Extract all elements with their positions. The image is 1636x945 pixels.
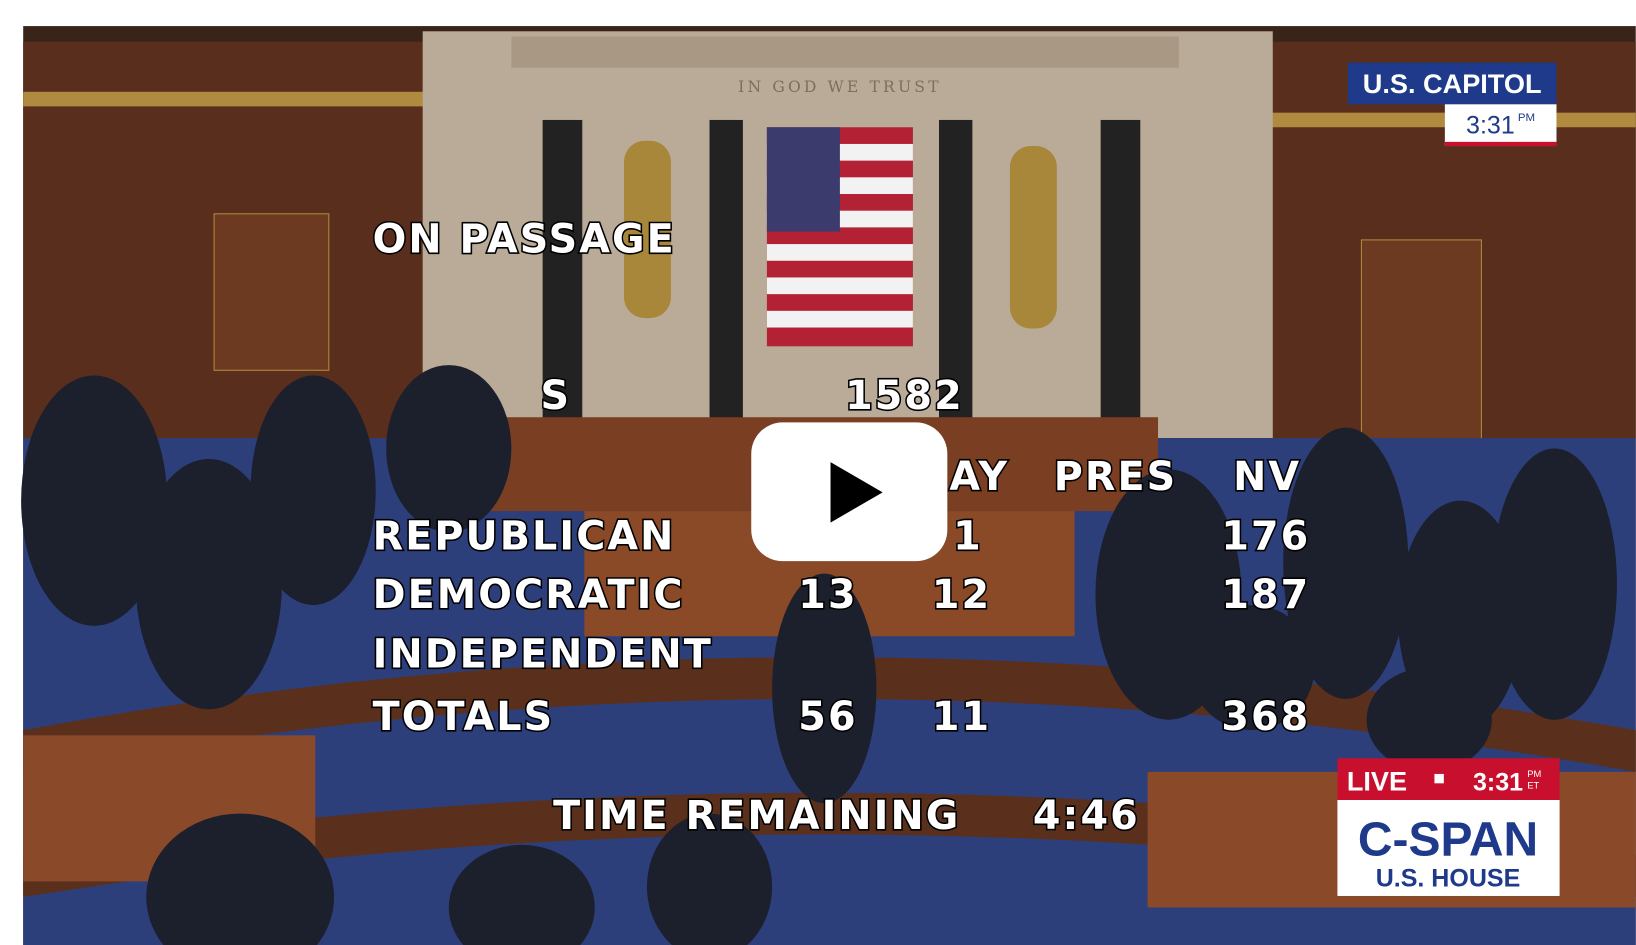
flag bbox=[767, 127, 913, 346]
column-header: S bbox=[541, 373, 572, 419]
live-bug: LIVE 3:31 PM ET C-SPAN U.S. HOUSE bbox=[1337, 758, 1559, 896]
row-label: INDEPENDENT bbox=[373, 632, 713, 678]
cell: 176 bbox=[1221, 514, 1310, 560]
row-label: REPUBLICAN bbox=[373, 514, 676, 560]
cornice bbox=[511, 37, 1179, 68]
bug-meridiem: PM bbox=[1518, 112, 1535, 124]
trim bbox=[23, 92, 430, 107]
door bbox=[214, 214, 329, 370]
cell: 12 bbox=[932, 572, 991, 618]
bug-time: 3:31 bbox=[1466, 112, 1515, 140]
cell: 56 bbox=[798, 694, 857, 740]
cell: 368 bbox=[1221, 694, 1310, 740]
live-dot bbox=[1434, 774, 1443, 783]
channel: U.S. HOUSE bbox=[1376, 865, 1521, 893]
time-remaining-label: TIME REMAINING bbox=[553, 793, 960, 839]
row-label: TOTALS bbox=[373, 694, 555, 740]
cell: 13 bbox=[798, 572, 857, 618]
cell: 187 bbox=[1221, 572, 1310, 618]
bug-stripe bbox=[1445, 142, 1557, 146]
heading: ON PASSAGE bbox=[373, 216, 676, 262]
inscription: IN GOD WE TRUST bbox=[738, 77, 941, 96]
column-header: PRES bbox=[1054, 454, 1178, 500]
bill-number: 1582 bbox=[845, 373, 964, 419]
live-zone: ET bbox=[1527, 781, 1539, 791]
time-remaining-value: 4:46 bbox=[1033, 793, 1140, 839]
location: U.S. CAPITOL bbox=[1363, 68, 1542, 99]
live: LIVE bbox=[1347, 766, 1407, 797]
column bbox=[710, 120, 743, 433]
column bbox=[1101, 120, 1141, 433]
row-label: DEMOCRATIC bbox=[373, 572, 685, 618]
page: IN GOD WE TRUST ON PASSAGE S 1582 AY bbox=[0, 0, 1636, 945]
cell: 1 bbox=[953, 514, 983, 560]
live-time: 3:31 bbox=[1473, 769, 1523, 797]
live-meridiem: PM bbox=[1527, 769, 1541, 779]
column-header: AY bbox=[949, 454, 1009, 500]
column-header: NV bbox=[1233, 454, 1301, 500]
fasces bbox=[1010, 146, 1057, 329]
cell: 11 bbox=[932, 694, 991, 740]
play-button[interactable] bbox=[751, 422, 947, 561]
network: C-SPAN bbox=[1358, 813, 1538, 866]
video-frame: IN GOD WE TRUST ON PASSAGE S 1582 AY bbox=[0, 0, 1636, 945]
